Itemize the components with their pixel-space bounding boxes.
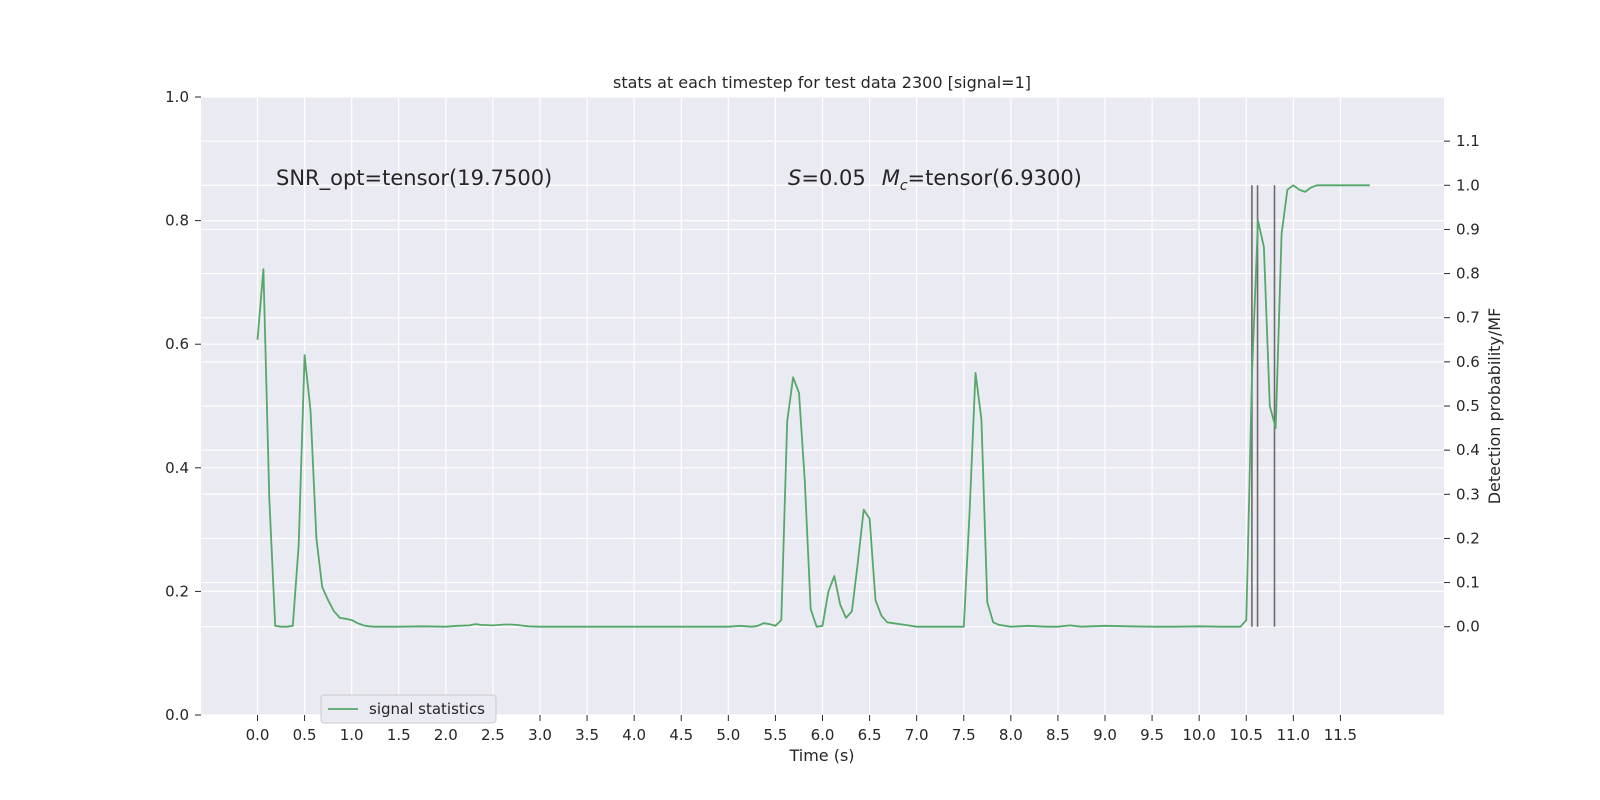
y-tick-label-right: 0.8 xyxy=(1456,265,1480,283)
series-layer xyxy=(256,184,1370,628)
x-ticks: 0.0 0.5 1.0 1.5 2.0 2.5 3.0 3.5 4.0 4.5 5.0 5.5 6.0 6… xyxy=(246,715,1357,744)
y-tick-label-right: 0.9 xyxy=(1456,220,1480,238)
y-tick-label-right: 0.3 xyxy=(1456,485,1480,503)
y-tick-label-right: 0.1 xyxy=(1456,574,1480,592)
x-tick-label: 9.0 xyxy=(1093,726,1117,744)
y-tick-label-left: 1.0 xyxy=(165,88,189,106)
s-symbol: S xyxy=(788,166,801,190)
x-tick-label: 9.5 xyxy=(1140,726,1164,744)
mc-value: =tensor(6.9300) xyxy=(908,166,1082,190)
x-tick-label: 0.0 xyxy=(246,726,270,744)
x-tick-label: 3.5 xyxy=(575,726,599,744)
x-tick-label: 4.5 xyxy=(669,726,693,744)
y-tick-label-right: 0.7 xyxy=(1456,309,1480,327)
x-tick-label: 8.0 xyxy=(999,726,1023,744)
mc-symbol: M xyxy=(882,166,900,190)
x-tick-label: 3.0 xyxy=(528,726,552,744)
x-tick-label: 5.0 xyxy=(716,726,740,744)
chart-title: stats at each timestep for test data 230… xyxy=(613,73,1031,92)
snr-annotation: SNR_opt=tensor(19.7500) xyxy=(276,166,552,191)
x-tick-label: 2.5 xyxy=(481,726,505,744)
y-tick-label-right: 1.1 xyxy=(1456,132,1480,150)
y-tick-label-left: 0.6 xyxy=(165,335,189,353)
legend-box xyxy=(320,694,497,724)
y-ticks-right: 0.0 0.1 0.2 0.3 0.4 0.5 0.6 0.7 0.8 0.9 1.0 1.1 xyxy=(1444,132,1480,636)
x-tick-label: 1.0 xyxy=(340,726,364,744)
y-tick-label-right: 0.2 xyxy=(1456,529,1480,547)
x-tick-label: 10.0 xyxy=(1182,726,1215,744)
y-tick-label-right: 0.4 xyxy=(1456,441,1480,459)
y-tick-label-right: 0.5 xyxy=(1456,397,1480,415)
grid xyxy=(201,96,1444,716)
y-tick-label-left: 0.8 xyxy=(165,212,189,230)
x-tick-label: 7.0 xyxy=(905,726,929,744)
x-tick-label: 11.0 xyxy=(1277,726,1310,744)
legend-label: signal statistics xyxy=(369,700,485,718)
x-tick-label: 6.5 xyxy=(858,726,882,744)
y-tick-label-right: 0.0 xyxy=(1456,618,1480,636)
x-tick-label: 1.5 xyxy=(387,726,411,744)
x-tick-label: 11.5 xyxy=(1324,726,1357,744)
y-tick-label-left: 0.0 xyxy=(165,706,189,724)
series-line xyxy=(256,184,1370,628)
x-tick-label: 10.5 xyxy=(1230,726,1263,744)
x-tick-label: 5.5 xyxy=(763,726,787,744)
y-tick-label-right: 0.6 xyxy=(1456,353,1480,371)
x-axis-label: Time (s) xyxy=(788,746,854,765)
x-tick-label: 8.5 xyxy=(1046,726,1070,744)
x-tick-label: 7.5 xyxy=(952,726,976,744)
legend: signal statistics xyxy=(320,694,497,724)
x-tick-label: 0.5 xyxy=(293,726,317,744)
y-ticks-left: 0.0 0.2 0.4 0.6 0.8 1.0 xyxy=(165,88,201,724)
y-tick-label-right: 1.0 xyxy=(1456,176,1480,194)
mc-subscript: c xyxy=(900,178,908,194)
x-tick-label: 2.0 xyxy=(434,726,458,744)
y-axis-label-right: Detection probability/MF xyxy=(1485,308,1504,505)
s-value: =0.05 xyxy=(801,166,865,190)
y-tick-label-left: 0.4 xyxy=(165,459,189,477)
x-tick-label: 4.0 xyxy=(622,726,646,744)
y-tick-label-left: 0.2 xyxy=(165,582,189,600)
x-tick-label: 6.0 xyxy=(811,726,835,744)
s-mc-annotation: S=0.05 Mc=tensor(6.9300) xyxy=(788,166,1082,194)
